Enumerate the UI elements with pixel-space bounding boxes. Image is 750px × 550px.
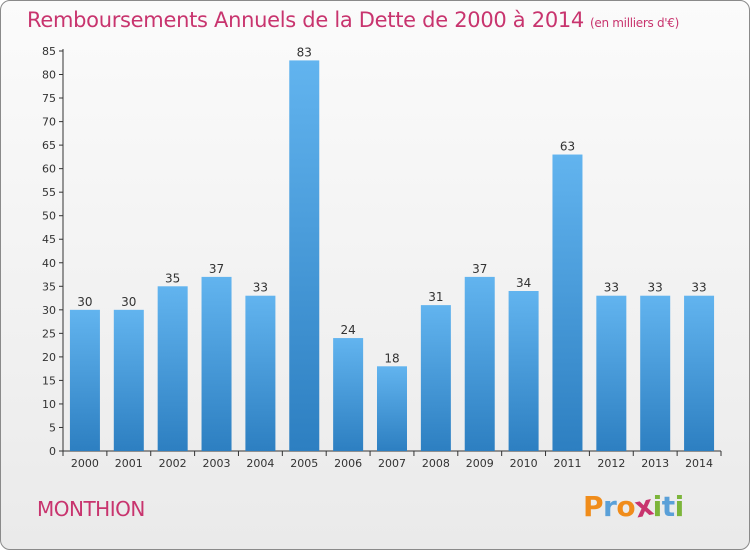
chart-subtitle: (en milliers d'€) [590, 16, 680, 30]
y-tick-label: 0 [49, 445, 56, 458]
y-tick-label: 55 [42, 186, 56, 199]
bar [377, 366, 407, 451]
bar-value-label: 31 [428, 290, 443, 304]
bar-value-label: 33 [648, 281, 663, 295]
bar-value-label: 30 [77, 295, 92, 309]
y-tick-label: 20 [42, 351, 56, 364]
y-tick-label: 25 [42, 327, 56, 340]
x-tick-label: 2006 [334, 457, 362, 470]
bar-value-label: 63 [560, 140, 575, 154]
chart-title-text: Remboursements Annuels de la Dette de 20… [27, 8, 584, 32]
proxiti-logo[interactable]: Proxiti [583, 489, 685, 525]
y-tick-label: 65 [42, 139, 56, 152]
bar [596, 295, 627, 451]
x-tick-label: 2012 [597, 457, 625, 470]
y-tick-label: 45 [42, 233, 56, 246]
y-tick-label: 75 [42, 92, 56, 105]
bar [508, 291, 539, 451]
bar-value-label: 35 [165, 271, 180, 285]
logo-letter: r [603, 490, 617, 523]
x-tick-label: 2001 [115, 457, 143, 470]
y-tick-label: 85 [42, 45, 56, 58]
logo-letter: P [583, 490, 604, 523]
y-tick-label: 10 [42, 398, 56, 411]
y-tick-label: 40 [42, 257, 56, 270]
bar [113, 309, 144, 451]
bar-value-label: 33 [604, 281, 619, 295]
bar [640, 295, 671, 451]
x-tick-label: 2000 [71, 457, 99, 470]
bar-value-label: 34 [516, 276, 531, 290]
bar [289, 60, 320, 451]
bar [69, 309, 100, 451]
bar-value-label: 18 [384, 351, 399, 365]
y-tick-label: 35 [42, 280, 56, 293]
bar-value-label: 37 [472, 262, 487, 276]
chart-title: Remboursements Annuels de la Dette de 20… [27, 8, 679, 32]
x-tick-label: 2005 [290, 457, 318, 470]
bar-value-label: 24 [340, 323, 355, 337]
x-tick-label: 2004 [246, 457, 274, 470]
logo-letter: i [674, 490, 685, 523]
x-tick-label: 2002 [159, 457, 187, 470]
x-tick-label: 2009 [466, 457, 494, 470]
y-tick-label: 5 [49, 421, 56, 434]
y-tick-label: 15 [42, 374, 56, 387]
logo-letter: o [616, 490, 636, 523]
y-tick-label: 30 [42, 304, 56, 317]
bar-value-label: 30 [121, 295, 136, 309]
commune-name: MONTHION [37, 497, 145, 521]
bar-value-label: 33 [253, 281, 268, 295]
bar [552, 154, 583, 451]
y-tick-label: 70 [42, 116, 56, 129]
x-tick-label: 2010 [510, 457, 538, 470]
y-tick-label: 80 [42, 69, 56, 82]
bar [201, 276, 232, 451]
x-tick-label: 2011 [553, 457, 581, 470]
bar [420, 305, 451, 451]
x-tick-label: 2014 [685, 457, 713, 470]
bar [464, 276, 495, 451]
y-tick-label: 60 [42, 163, 56, 176]
bar-value-label: 83 [297, 45, 312, 59]
bar-value-label: 37 [209, 262, 224, 276]
x-tick-label: 2008 [422, 457, 450, 470]
x-tick-label: 2013 [641, 457, 669, 470]
bar [245, 295, 276, 451]
bar [333, 338, 364, 451]
bar-value-label: 33 [691, 281, 706, 295]
x-tick-label: 2007 [378, 457, 406, 470]
bar [684, 295, 715, 451]
logo-letter: t [661, 490, 675, 523]
logo-letter: i [652, 490, 663, 523]
y-tick-label: 50 [42, 210, 56, 223]
x-tick-label: 2003 [203, 457, 231, 470]
bar [157, 286, 188, 451]
